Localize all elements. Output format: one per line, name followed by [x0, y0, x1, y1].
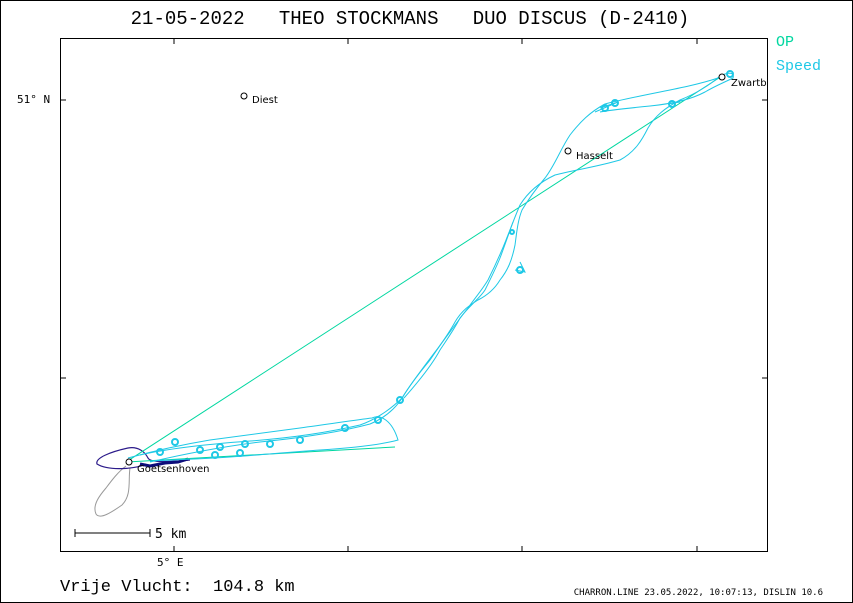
place-marker-goetsenhoven	[125, 458, 133, 466]
thermal-markers	[156, 70, 734, 459]
distance-label: Vrije Vlucht: 104.8 km	[60, 578, 295, 597]
place-label-diest: Diest	[252, 95, 278, 106]
page-title: 21-05-2022 THEO STOCKMANS DUO DISCUS (D-…	[130, 8, 690, 30]
places: Diest Hasselt Zwartb Goetsenhoven	[125, 73, 767, 475]
place-label-hasselt: Hasselt	[576, 151, 613, 162]
scale-label: 5 km	[155, 527, 186, 542]
engine-track	[94, 465, 131, 517]
credits-label: CHARRON.LINE 23.05.2022, 10:07:13, DISLI…	[573, 588, 823, 598]
tow-track-dark	[139, 457, 189, 468]
latitude-label: 51° N	[17, 93, 51, 106]
place-marker-zwartb	[718, 73, 726, 81]
legend-item-speed: Speed	[776, 58, 822, 75]
scale-bar: 5 km	[74, 527, 186, 542]
place-marker-hasselt	[564, 147, 572, 155]
longitude-label: 5° E	[157, 556, 184, 569]
legend-item-op: OP	[776, 34, 795, 51]
place-label-zwartb: Zwartb	[731, 78, 767, 89]
map-ticks	[60, 38, 768, 552]
map-area[interactable]	[60, 38, 768, 552]
place-label-goetsenhoven: Goetsenhoven	[137, 464, 210, 475]
task-line	[125, 73, 726, 463]
flight-track	[127, 72, 734, 463]
place-marker-diest	[240, 92, 248, 100]
